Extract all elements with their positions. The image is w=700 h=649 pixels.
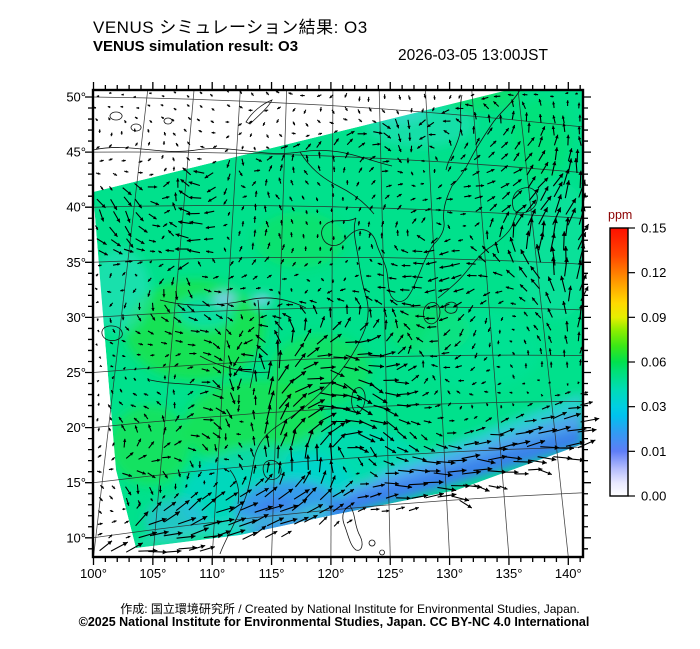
- x-axis-tick-label: 105°: [139, 566, 166, 581]
- y-axis-tick-label: 25°: [66, 365, 86, 380]
- y-axis-tick-label: 35°: [66, 255, 86, 270]
- credit-line: 作成: 国立環境研究所 / Created by National Instit…: [120, 602, 580, 616]
- colorbar-tick-label: 0.09: [641, 310, 666, 325]
- x-axis-tick-label: 125°: [377, 566, 404, 581]
- colorbar-tick-label: 0.06: [641, 355, 666, 370]
- colorbar-tick-label: 0.15: [641, 221, 666, 236]
- y-axis-tick-label: 40°: [66, 200, 86, 215]
- title-english: VENUS simulation result: O3: [93, 38, 299, 55]
- colorbar-tick-label: 0.01: [641, 444, 666, 459]
- y-axis-tick-label: 30°: [66, 310, 86, 325]
- o3-concentration-field: [93, 90, 583, 548]
- y-axis-tick-label: 50°: [66, 90, 86, 105]
- x-axis-tick-label: 130°: [436, 566, 463, 581]
- wind-vector-arrows: [93, 89, 600, 555]
- colorbar-unit-label: ppm: [608, 208, 632, 222]
- x-axis-tick-label: 100°: [80, 566, 107, 581]
- map-frame: [85, 82, 591, 565]
- x-axis-tick-label: 140°: [555, 566, 582, 581]
- colorbar: ppm 0.15 0.12 0.09 0.06 0.03 0.01 0.00: [608, 208, 666, 504]
- license-line: ©2025 National Institute for Environment…: [78, 615, 590, 629]
- y-axis-tick-label: 10°: [66, 530, 86, 545]
- x-axis-tick-label: 115°: [259, 566, 285, 581]
- axis-tick-labels: 100° 105° 110° 115° 120° 125° 130° 135° 140° 50° 4…: [66, 90, 581, 582]
- x-axis-tick-label: 110°: [199, 566, 225, 581]
- y-axis-tick-label: 15°: [66, 475, 86, 490]
- colorbar-tick-label: 0.00: [641, 489, 666, 504]
- colorbar-tick-label: 0.12: [641, 265, 666, 280]
- x-axis-tick-label: 135°: [496, 566, 523, 581]
- x-axis-tick-label: 120°: [317, 566, 344, 581]
- colorbar-tick-label: 0.03: [641, 399, 666, 414]
- y-axis-tick-label: 20°: [66, 420, 86, 435]
- y-axis-tick-label: 45°: [66, 145, 86, 160]
- valid-time-label: 2026-03-05 13:00JST: [398, 47, 548, 64]
- coastlines: [93, 90, 538, 556]
- title-japanese: VENUS シミュレーション結果: O3: [93, 18, 368, 37]
- lat-lon-graticule: [93, 90, 583, 557]
